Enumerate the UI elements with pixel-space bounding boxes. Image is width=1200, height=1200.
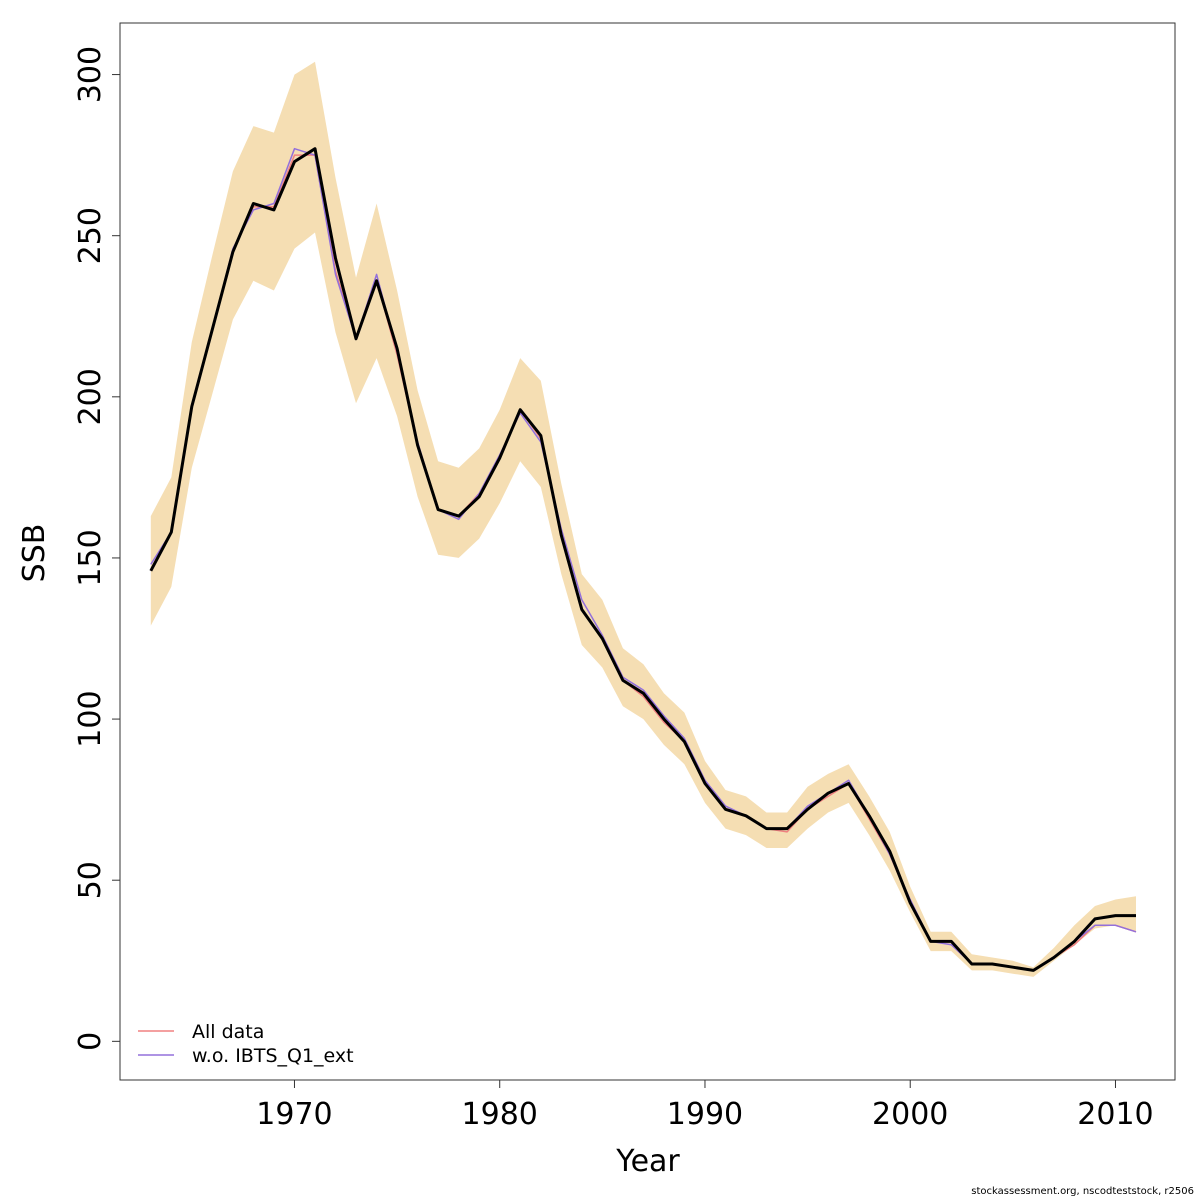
y-axis: 0 50 100 150 200 250 300	[73, 46, 121, 1051]
x-tick-label: 1990	[667, 1097, 743, 1132]
series-line-w-o-ibts-q1-ext	[150, 147, 1137, 972]
y-tick-label: 0	[73, 1032, 108, 1051]
legend-label-wo-ibts: w.o. IBTS_Q1_ext	[192, 1045, 354, 1067]
series-line-estimate	[149, 147, 1136, 972]
x-axis: 1970 1980 1990 2000 2010	[256, 1079, 1154, 1132]
y-axis-title: SSB	[17, 524, 52, 583]
x-axis-title: Year	[615, 1144, 680, 1179]
x-tick-label: 1970	[256, 1097, 332, 1132]
y-tick-label: 300	[73, 46, 108, 103]
x-tick-label: 2000	[872, 1097, 948, 1132]
series-line-all-data	[150, 154, 1137, 972]
y-tick-label: 50	[73, 861, 108, 899]
y-tick-label: 250	[73, 207, 108, 264]
y-tick-label: 200	[73, 368, 108, 425]
y-tick-label: 100	[73, 690, 108, 747]
footer-credit: stockassessment.org, nscodteststock, r25…	[971, 1186, 1194, 1197]
x-tick-label: 2010	[1077, 1097, 1153, 1132]
confidence-band-layer	[150, 61, 1137, 977]
x-tick-label: 1980	[462, 1097, 538, 1132]
confidence-band	[150, 61, 1137, 977]
legend-label-all-data: All data	[192, 1021, 264, 1043]
y-tick-label: 150	[73, 529, 108, 586]
legend: All data w.o. IBTS_Q1_ext	[138, 1021, 354, 1067]
series-layer	[149, 147, 1137, 972]
